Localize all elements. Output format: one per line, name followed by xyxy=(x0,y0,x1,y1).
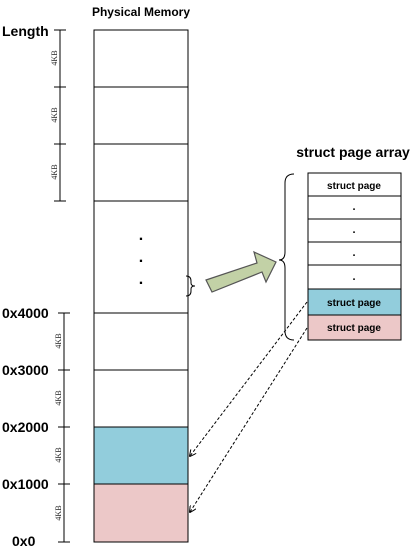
mapping-line-pink xyxy=(190,327,308,512)
page-frame-0x0 xyxy=(93,483,189,543)
struct-page-cell xyxy=(307,264,402,290)
size-label-4kb: 4KB xyxy=(50,164,59,179)
mapping-arrow-icon xyxy=(205,250,277,293)
array-brace xyxy=(278,173,295,341)
size-label-4kb: 4KB xyxy=(50,107,59,122)
struct-page-dot: . xyxy=(352,247,355,259)
address-length: Length xyxy=(2,23,49,39)
ellipsis-brace xyxy=(185,275,196,297)
mapping-line-blue xyxy=(190,301,308,456)
physical-memory-column: . . . xyxy=(93,29,196,543)
struct-page-array-title: struct page array xyxy=(296,144,410,160)
address-0x1000: 0x1000 xyxy=(2,476,49,492)
struct-page-label: struct page xyxy=(327,181,381,192)
address-0x2000: 0x2000 xyxy=(2,419,49,435)
ellipsis-dot: . xyxy=(139,271,143,288)
size-label-4kb: 4KB xyxy=(54,390,63,405)
address-0x4000: 0x4000 xyxy=(2,305,49,321)
address-0x0: 0x0 xyxy=(12,533,36,549)
struct-page-label-pink: struct page xyxy=(327,323,381,334)
struct-page-cell-blue xyxy=(307,288,402,316)
struct-page-dot: . xyxy=(352,201,355,213)
size-label-4kb: 4KB xyxy=(54,447,63,462)
ellipsis-dot: . xyxy=(139,249,143,266)
struct-page-cell-pink xyxy=(307,314,402,341)
ellipsis-dot: . xyxy=(139,227,143,244)
struct-page-dot: . xyxy=(352,224,355,236)
lower-dimension-lines xyxy=(58,312,70,543)
size-label-4kb: 4KB xyxy=(54,333,63,348)
physical-memory-title: Physical Memory xyxy=(92,5,190,19)
page-frame-0x1000 xyxy=(93,426,189,485)
address-0x3000: 0x3000 xyxy=(2,362,49,378)
size-label-4kb: 4KB xyxy=(50,50,59,65)
struct-page-array: struct page . . . . struct page struct p… xyxy=(307,172,402,341)
struct-page-label-blue: struct page xyxy=(327,298,381,309)
upper-dimension-lines xyxy=(54,29,66,202)
struct-page-dot: . xyxy=(352,271,355,283)
size-label-4kb: 4KB xyxy=(54,505,63,520)
